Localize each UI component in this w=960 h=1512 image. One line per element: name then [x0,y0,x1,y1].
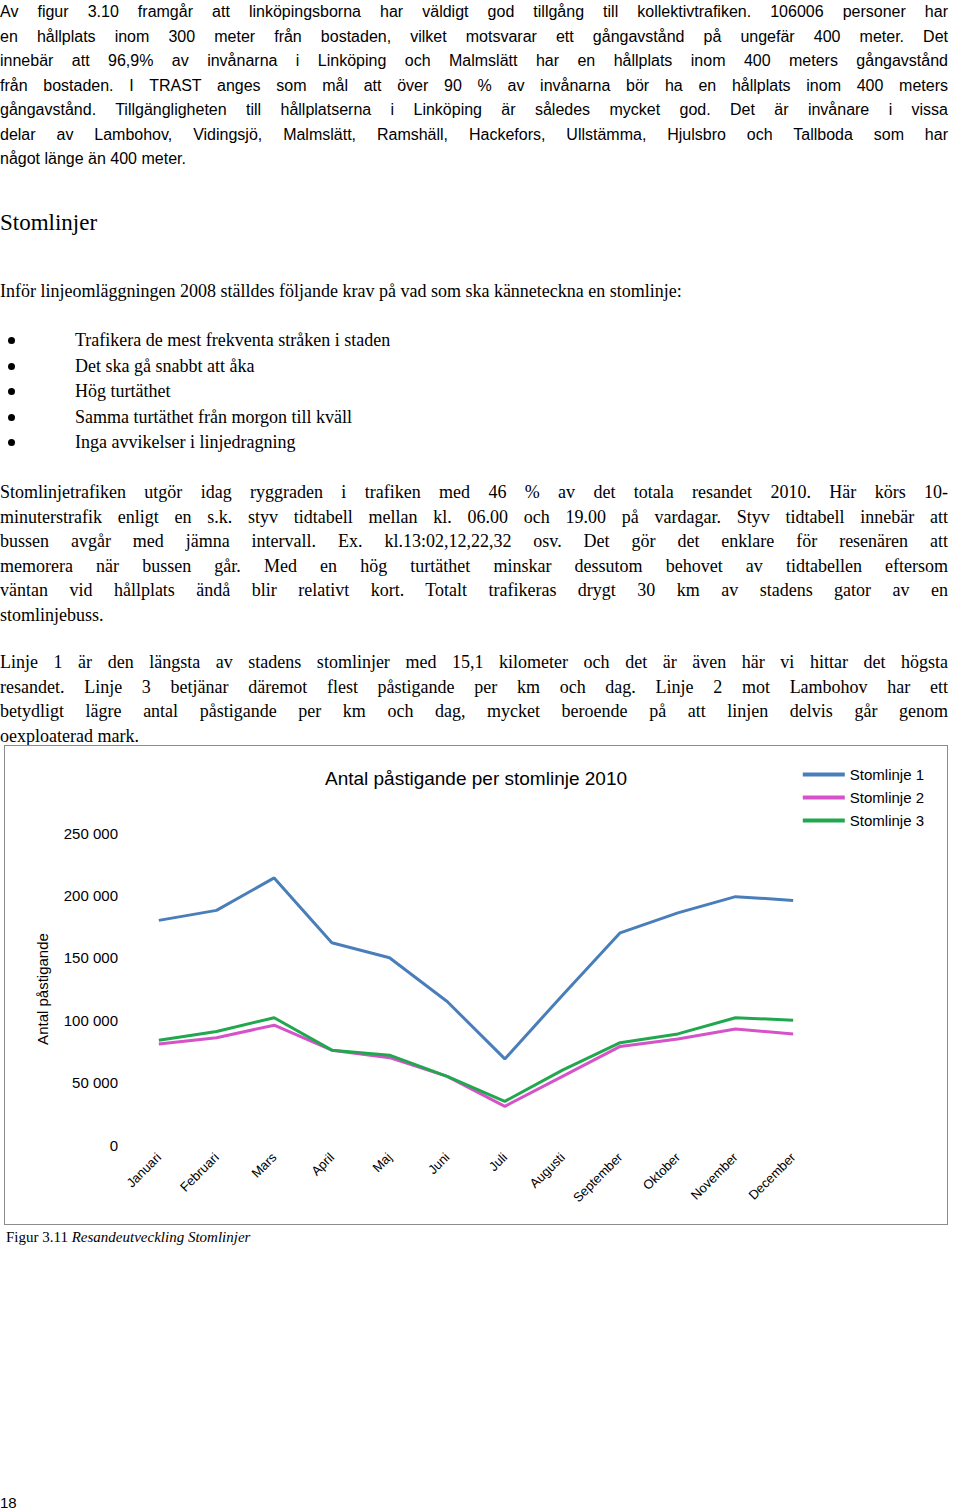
svg-text:Stomlinje 2: Stomlinje 2 [850,789,924,806]
html-text:resandet. Linje 3 betjänar där: resandet. Linje 3 betjänar däremot flest… [0,676,948,697]
html-text:Figur 3.11 Resandeutveckling S: Figur 3.11 Resandeutveckling Stomlinjer [6,1229,251,1245]
html-text:delar av Lambohov, Vidingsjö,: delar av Lambohov, Vidingsjö, Malmslätt,… [0,125,948,143]
svg-text:Mars: Mars [248,1149,279,1180]
html-text:gångavstånd. Tillgängligheten: gångavstånd. Tillgängligheten till hållp… [0,101,948,118]
svg-text:200 000: 200 000 [64,887,118,904]
html-text:Linje 1 är den längsta av stad: Linje 1 är den längsta av stadens stomli… [0,652,948,672]
svg-text:September: September [570,1149,626,1205]
html-text:något länge än 400 meter.: något länge än 400 meter. [0,150,186,167]
svg-text:Oktober: Oktober [640,1149,684,1193]
svg-text:150 000: 150 000 [64,949,118,966]
svg-text:50 000: 50 000 [72,1074,118,1091]
html-text:från bostaden. I TRAST anges s: från bostaden. I TRAST anges som mål att… [0,76,948,94]
html-text:stomlinjebuss.: stomlinjebuss. [0,604,104,625]
html-text:Inför linjeomläggningen 2008 s: Inför linjeomläggningen 2008 ställdes fö… [0,281,682,301]
svg-text:Juli: Juli [486,1150,510,1174]
html-text:Det ska gå snabbt att åka: Det ska gå snabbt att åka [75,355,255,376]
svg-text:Maj: Maj [369,1150,394,1175]
html-text:Samma turtäthet från morgon ti: Samma turtäthet från morgon till kväll [75,406,353,427]
html-text:memorera när bussen går. Med e: memorera när bussen går. Med en hög turt… [0,555,948,576]
html-text:betydligt lägre antal påstigan: betydligt lägre antal påstigande per km … [0,701,948,721]
svg-text:Stomlinje 1: Stomlinje 1 [850,766,924,783]
html-text:Stomlinjer: Stomlinjer [0,210,98,235]
svg-text:0: 0 [110,1137,118,1154]
html-text:oexploaterad mark.: oexploaterad mark. [0,725,139,746]
html-text:minuterstrafik enligt en s.k.: minuterstrafik enligt en s.k. styv tidta… [0,506,948,527]
svg-text:Antal påstigande per stomlinje: Antal påstigande per stomlinje 2010 [325,768,627,789]
svg-text:Januari: Januari [123,1150,164,1191]
html-text:väntan vid hållplats ändå blir: väntan vid hållplats ändå blir relativt … [0,580,948,600]
svg-text:December: December [746,1149,799,1202]
svg-text:250 000: 250 000 [64,825,118,842]
html-text:Av figur 3.10 framgår att link: Av figur 3.10 framgår att linköpingsborn… [0,3,948,20]
svg-text:Augusti: Augusti [527,1150,568,1191]
html-text:Trafikera de mest frekventa st: Trafikera de mest frekventa stråken i st… [75,330,391,350]
svg-text:Februari: Februari [177,1150,222,1195]
html-text:18: 18 [0,1494,17,1511]
html-text:bussen avgår med jämna interva: bussen avgår med jämna intervall. Ex. kl… [0,531,948,551]
svg-text:Stomlinje 3: Stomlinje 3 [850,812,924,829]
html-text:Stomlinjetrafiken utgör idag r: Stomlinjetrafiken utgör idag ryggraden i… [0,482,948,502]
svg-text:Juni: Juni [425,1150,453,1178]
html-text:en hållplats inom 300 meter fr: en hållplats inom 300 meter från bostade… [0,27,948,45]
html-text:Hög turtäthet: Hög turtäthet [75,381,171,401]
html-text:Inga avvikelser i linjedragnin: Inga avvikelser i linjedragning [75,432,296,452]
svg-text:April: April [308,1150,337,1179]
svg-text:100 000: 100 000 [64,1012,118,1029]
html-text:innebär att 96,9% av invånarna: innebär att 96,9% av invånarna i Linköpi… [0,52,948,69]
svg-text:November: November [688,1149,741,1202]
svg-text:Antal påstigande: Antal påstigande [34,933,51,1045]
